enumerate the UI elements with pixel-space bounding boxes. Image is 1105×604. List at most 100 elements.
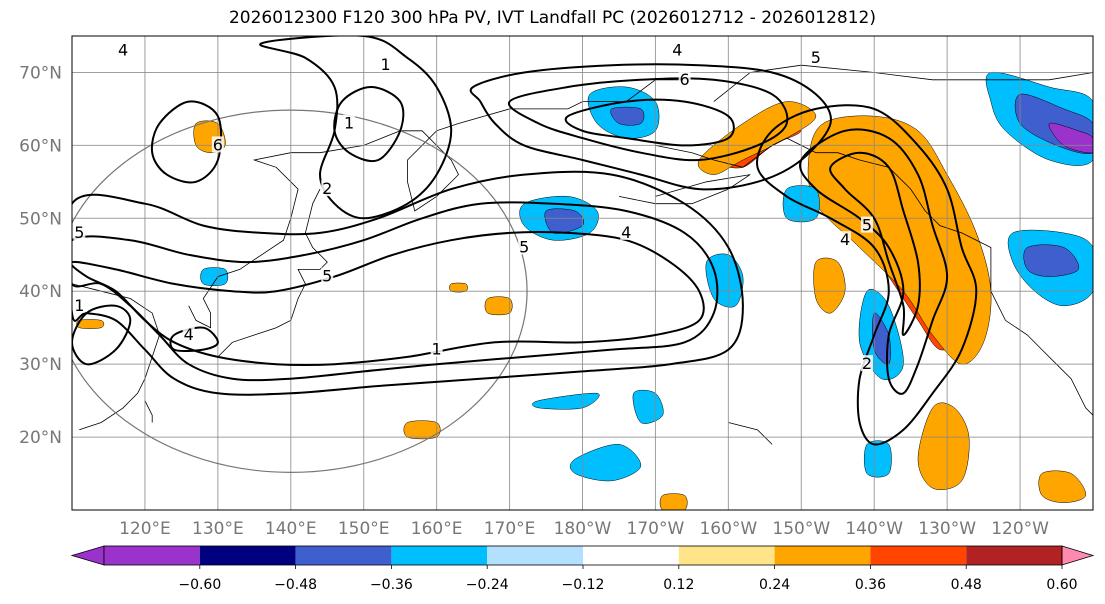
colorbar-extend-right [1061,545,1095,566]
contour-label: 1 [344,114,354,133]
lon-tick-label: 140°E [265,519,317,539]
colorbar-tick-label: 0.24 [759,577,790,593]
contour-label: 5 [862,216,872,235]
contour-label-bg [678,70,691,87]
colorbar-tick-label: −0.12 [562,577,605,593]
lon-tick-label: 160°W [699,519,757,539]
colorbar-tick-label: −0.60 [178,577,221,593]
map-frame [71,35,1094,511]
contour-label: 6 [213,135,223,154]
pv-contour-line [799,128,949,395]
contour-label-bg [73,296,86,313]
contour-label: 5 [811,48,821,67]
colorbar-tick-label: 0.48 [951,577,982,593]
contour-label-bg [839,231,852,248]
ivt-patch [484,296,513,316]
coastline [728,422,773,445]
ivt-patch [1023,244,1080,277]
ivt-patch [917,402,970,490]
range-circle [72,109,528,473]
colorbar-segment [966,546,1062,565]
lat-tick-label: 60°N [19,136,62,156]
contour-label-bg [809,48,822,65]
figure-title: 2026012300 F120 300 hPa PV, IVT Landfall… [228,8,876,28]
colorbar-tick-label: −0.36 [370,577,413,593]
coastline [713,64,1093,102]
contour-label-bg [379,56,392,73]
lat-tick-label: 70°N [19,63,62,83]
contour-label: 5 [74,223,84,242]
pv-contour-line [469,63,832,191]
ivt-patch [200,267,229,287]
colorbar-segment [295,546,392,565]
contour-label: 1 [380,55,390,74]
lat-tick-label: 20°N [19,428,62,448]
coastline [217,188,328,358]
pv-contour-line [756,104,978,446]
pv-contour-line [72,231,705,367]
lon-tick-label: 150°E [338,519,390,539]
contour-label: 6 [680,70,690,89]
pv-contour-line [564,98,735,147]
range-circle-outline [72,109,528,473]
contour-label-bg [671,41,684,58]
contour-label: 2 [862,354,872,373]
contour-label: 4 [840,230,850,249]
contour-label-bg [182,325,195,342]
pv-contour-line [259,36,453,220]
lon-tick-label: 120°W [991,519,1049,539]
colorbar-extend-left [70,545,105,566]
lon-tick-label: 150°W [772,519,830,539]
contour-label-bg [321,267,334,284]
colorbar: −0.60 −0.48 −0.36 −0.24 −0.12 0.12 0.24 0.36 0.4… [70,545,1095,593]
contour-label: 4 [118,41,128,60]
lon-tick-label: 170°W [627,519,685,539]
contour-label-bg [620,223,633,240]
ivt-pc-shading [76,71,1093,510]
pv-contour-line [507,77,789,162]
contour-label-bg [430,340,443,357]
pv-contour-line [169,326,219,352]
pv-contours [72,36,978,446]
gridlines [72,36,1093,510]
lon-tick-label: 160°E [411,519,463,539]
contour-label-bg [321,180,334,197]
contour-label: 4 [621,223,631,242]
contour-label-bg [73,223,86,240]
contour-label: 5 [519,237,529,256]
contour-label: 4 [184,325,194,344]
colorbar-segment [678,546,775,565]
contour-label-bg [343,114,356,131]
contour-label-bg [518,238,531,255]
pv-contour-line [829,151,921,337]
longitude-labels: 120°E 130°E 140°E 150°E 160°E 170°E 180°W 170°W… [119,519,1049,539]
pv-contour-line [72,170,744,396]
contour-label: 4 [672,41,682,60]
coastline [144,400,153,423]
lat-tick-label: 50°N [19,209,62,229]
ivt-patch [1038,470,1086,503]
contour-label-bg [117,41,130,58]
pv-contour-line [72,304,132,366]
pv-contour-line [72,201,719,382]
colorbar-segment [391,546,488,565]
colorbar-segment [870,546,967,565]
ivt-patch [403,420,441,440]
contour-label-bg [211,136,224,153]
lon-tick-label: 140°W [845,519,903,539]
colorbar-segment [487,546,583,565]
contour-label: 2 [322,179,332,198]
contour-label-bg [860,355,873,372]
pv-contour-line [150,100,223,184]
lat-tick-label: 40°N [19,282,62,302]
latitude-labels: 20°N 30°N 40°N 50°N 60°N 70°N [19,63,62,448]
lon-tick-label: 180°W [554,519,612,539]
lon-tick-label: 130°W [918,519,976,539]
colorbar-segment [774,546,871,565]
ivt-patch [610,106,645,126]
colorbar-segment [199,546,296,565]
ivt-patch [659,493,688,510]
lon-tick-label: 120°E [119,519,171,539]
